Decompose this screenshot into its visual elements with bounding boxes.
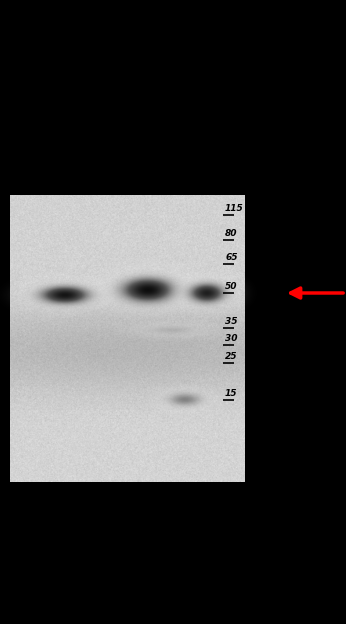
- Text: 65: 65: [225, 253, 238, 262]
- Text: 30: 30: [225, 334, 238, 343]
- Text: 25: 25: [225, 352, 238, 361]
- Text: 50: 50: [225, 282, 238, 291]
- Text: 15: 15: [225, 389, 238, 398]
- Text: 80: 80: [225, 229, 238, 238]
- Text: 35: 35: [225, 317, 238, 326]
- Text: 115: 115: [225, 204, 244, 213]
